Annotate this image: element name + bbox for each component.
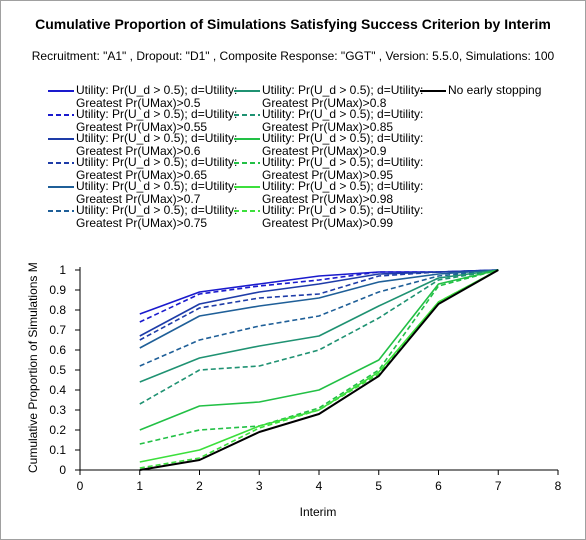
legend-swatch: [48, 210, 74, 212]
series-line-9: [139, 269, 499, 431]
y-tick-label: 1: [59, 263, 66, 277]
y-tick-label: 0.2: [49, 423, 66, 437]
x-tick-label: 2: [196, 479, 203, 493]
legend-swatch: [48, 162, 74, 164]
legend-swatch: [234, 186, 260, 188]
legend-swatch: [234, 114, 260, 116]
x-tick-label: 7: [495, 479, 502, 493]
x-tick-label: 3: [256, 479, 263, 493]
legend-label: Utility: Pr(U_d > 0.5); d=Utility: Great…: [262, 107, 424, 134]
x-axis-label: Interim: [299, 505, 337, 519]
legend-label: Utility: Pr(U_d > 0.5); d=Utility: Great…: [262, 155, 424, 182]
legend-label: Utility: Pr(U_d > 0.5); d=Utility: Great…: [76, 83, 238, 110]
x-tick-label: 6: [435, 479, 442, 493]
legend-label: No early stopping: [448, 83, 542, 97]
x-tick-label: 1: [136, 479, 143, 493]
legend-label: Utility: Pr(U_d > 0.5); d=Utility: Great…: [76, 179, 238, 206]
series-line-12: [139, 269, 499, 469]
y-axis-label: Cumulative Proportion of Simulations Me.…: [26, 263, 40, 473]
y-tick-label: 0.9: [49, 283, 66, 297]
y-tick-label: 0: [59, 463, 66, 477]
chart-title: Cumulative Proportion of Simulations Sat…: [35, 16, 551, 32]
legend-swatch: [48, 114, 74, 116]
legend-swatch: [420, 90, 446, 92]
legend: Utility: Pr(U_d > 0.5); d=Utility: Great…: [0, 0, 586, 250]
legend-swatch: [48, 186, 74, 188]
y-tick-label: 0.6: [49, 343, 66, 357]
series-line-7: [139, 269, 499, 383]
x-tick-label: 4: [316, 479, 323, 493]
y-tick-label: 0.7: [49, 323, 66, 337]
legend-label: Utility: Pr(U_d > 0.5); d=Utility: Great…: [262, 131, 424, 158]
legend-label: Utility: Pr(U_d > 0.5); d=Utility: Great…: [76, 155, 238, 182]
y-tick-label: 0.4: [49, 383, 66, 397]
series-line-4: [139, 269, 499, 341]
legend-label: Utility: Pr(U_d > 0.5); d=Utility: Great…: [262, 203, 424, 230]
series-line-8: [139, 269, 499, 405]
series-line-3: [139, 269, 499, 337]
legend-swatch: [234, 210, 260, 212]
legend-swatch: [234, 138, 260, 140]
series-line-5: [139, 269, 499, 349]
legend-swatch: [234, 90, 260, 92]
legend-label: Utility: Pr(U_d > 0.5); d=Utility: Great…: [76, 107, 238, 134]
y-tick-label: 0.8: [49, 303, 66, 317]
legend-swatch: [234, 162, 260, 164]
y-tick-label: 0.5: [49, 363, 66, 377]
series-line-13: [139, 269, 499, 471]
legend-swatch: [48, 138, 74, 140]
x-tick-label: 5: [375, 479, 382, 493]
chart-subtitle: Recruitment: "A1" , Dropout: "D1" , Comp…: [31, 49, 555, 63]
y-tick-label: 0.1: [49, 443, 66, 457]
legend-label: Utility: Pr(U_d > 0.5); d=Utility: Great…: [76, 131, 238, 158]
x-tick-label: 8: [555, 479, 562, 493]
legend-label: Utility: Pr(U_d > 0.5); d=Utility: Great…: [76, 203, 238, 230]
x-tick-label: 0: [77, 479, 84, 493]
legend-label: Utility: Pr(U_d > 0.5); d=Utility: Great…: [262, 83, 424, 110]
legend-swatch: [48, 90, 74, 92]
y-tick-label: 0.3: [49, 403, 66, 417]
series-line-6: [139, 269, 499, 367]
legend-label: Utility: Pr(U_d > 0.5); d=Utility: Great…: [262, 179, 424, 206]
